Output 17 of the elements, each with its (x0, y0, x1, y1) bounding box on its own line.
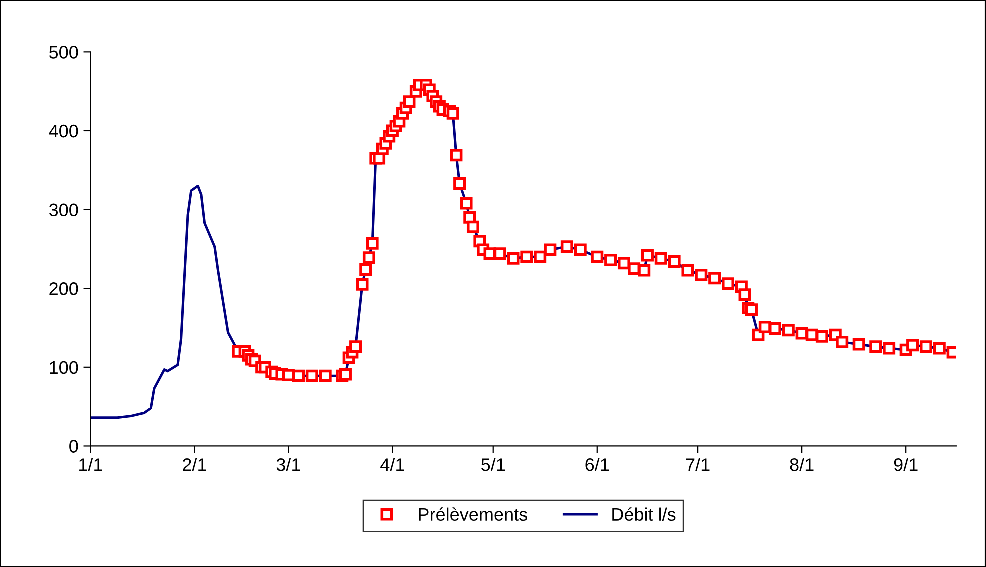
y-tick-label: 100 (50, 361, 78, 374)
x-tick-label: 7/1 (686, 458, 710, 472)
x-tick-label: 1/1 (80, 458, 102, 472)
x-tick-label: 3/1 (276, 458, 300, 472)
x-tick-label: 8/1 (790, 458, 814, 472)
y-tick-label: 200 (50, 282, 78, 296)
legend-label: Débit l/s (612, 508, 676, 522)
legend-label: Prélèvements (419, 508, 528, 522)
y-tick-label: 500 (50, 46, 78, 59)
x-tick-label: 6/1 (586, 458, 610, 472)
x-tick-label: 5/1 (482, 458, 506, 472)
y-tick-label: 300 (49, 204, 78, 217)
x-tick-label: 2/1 (183, 458, 206, 472)
x-tick-label: 4/1 (380, 458, 404, 472)
y-tick-label: 0 (70, 440, 78, 453)
y-tick-label: 400 (49, 124, 78, 138)
x-tick-label: 9/1 (894, 458, 918, 472)
